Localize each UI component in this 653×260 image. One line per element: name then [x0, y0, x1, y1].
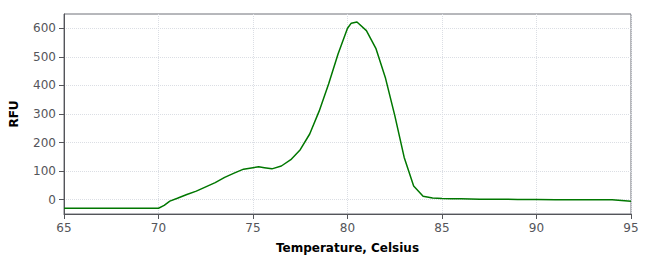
svg-text:0: 0 [48, 193, 56, 207]
svg-text:Temperature, Celsius: Temperature, Celsius [276, 241, 419, 255]
svg-text:70: 70 [151, 221, 166, 235]
svg-text:85: 85 [434, 221, 449, 235]
svg-text:500: 500 [33, 50, 56, 64]
svg-text:95: 95 [623, 221, 638, 235]
svg-text:75: 75 [245, 221, 260, 235]
svg-text:400: 400 [33, 78, 56, 92]
svg-text:90: 90 [529, 221, 544, 235]
svg-text:80: 80 [340, 221, 355, 235]
svg-text:200: 200 [33, 136, 56, 150]
svg-text:RFU: RFU [7, 100, 21, 127]
svg-text:600: 600 [33, 21, 56, 35]
svg-text:300: 300 [33, 107, 56, 121]
svg-text:65: 65 [56, 221, 71, 235]
svg-text:100: 100 [33, 164, 56, 178]
